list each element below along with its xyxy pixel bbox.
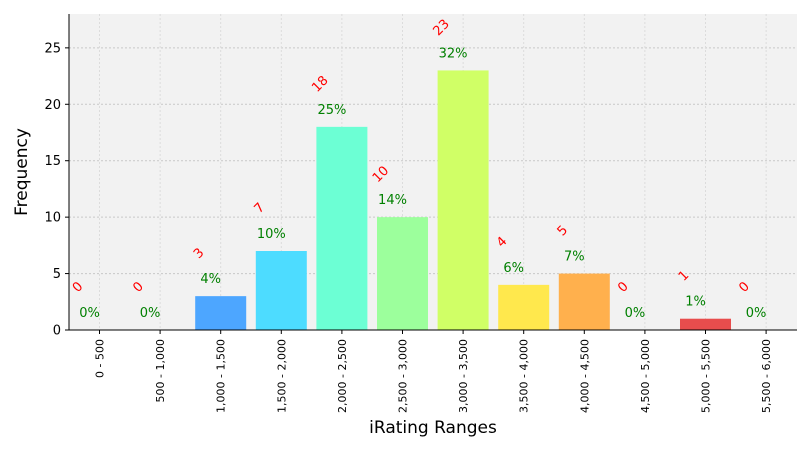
- x-tick-label: 5,000 - 5,500: [700, 339, 713, 413]
- x-tick-label: 3,000 - 3,500: [457, 339, 470, 413]
- bar: [558, 273, 610, 330]
- bar: [498, 284, 550, 330]
- percent-label: 32%: [439, 46, 468, 61]
- percent-label: 14%: [378, 193, 407, 208]
- percent-label: 0%: [140, 306, 161, 321]
- x-tick-label: 5,500 - 6,000: [760, 339, 773, 413]
- bar: [437, 70, 489, 330]
- x-tick-label: 2,000 - 2,500: [336, 339, 349, 413]
- percent-label: 1%: [685, 295, 706, 310]
- y-tick-label: 5: [53, 267, 61, 282]
- y-tick-label: 15: [44, 154, 61, 169]
- y-tick-label: 20: [44, 98, 61, 113]
- bar: [255, 251, 307, 330]
- percent-label: 10%: [257, 227, 286, 242]
- bar: [195, 296, 247, 330]
- plot-area: [69, 14, 797, 330]
- y-tick-label: 10: [44, 211, 61, 226]
- bar: [377, 217, 428, 330]
- bars: [195, 70, 731, 330]
- grid: [69, 14, 797, 330]
- percent-label: 4%: [200, 272, 221, 287]
- percent-label: 25%: [317, 103, 346, 118]
- y-axis-ticks: 0 5 10 15 20 25: [44, 41, 69, 339]
- x-tick-label: 500 - 1,000: [154, 339, 167, 402]
- x-tick-label: 0 - 500: [94, 339, 107, 378]
- x-tick-label: 1,500 - 2,000: [275, 339, 288, 413]
- x-axis-title: iRating Ranges: [369, 418, 497, 438]
- bar: [316, 126, 368, 330]
- percent-label: 7%: [564, 250, 585, 265]
- percent-label: 0%: [746, 306, 767, 321]
- percent-label: 6%: [503, 261, 524, 276]
- bar: [680, 318, 731, 330]
- y-axis-title: Frequency: [12, 128, 32, 216]
- y-tick-label: 0: [53, 324, 61, 339]
- percent-label: 0%: [79, 306, 100, 321]
- x-tick-label: 4,000 - 4,500: [578, 339, 591, 413]
- x-axis-ticks: 0 - 500 500 - 1,000 1,000 - 1,500 1,500 - 2…: [94, 330, 773, 413]
- x-tick-label: 2,500 - 3,000: [397, 339, 410, 413]
- x-tick-label: 3,500 - 4,000: [518, 339, 531, 413]
- percent-label: 0%: [625, 306, 646, 321]
- x-tick-label: 1,000 - 1,500: [215, 339, 228, 413]
- y-tick-label: 25: [44, 41, 61, 56]
- x-tick-label: 4,500 - 5,000: [639, 339, 652, 413]
